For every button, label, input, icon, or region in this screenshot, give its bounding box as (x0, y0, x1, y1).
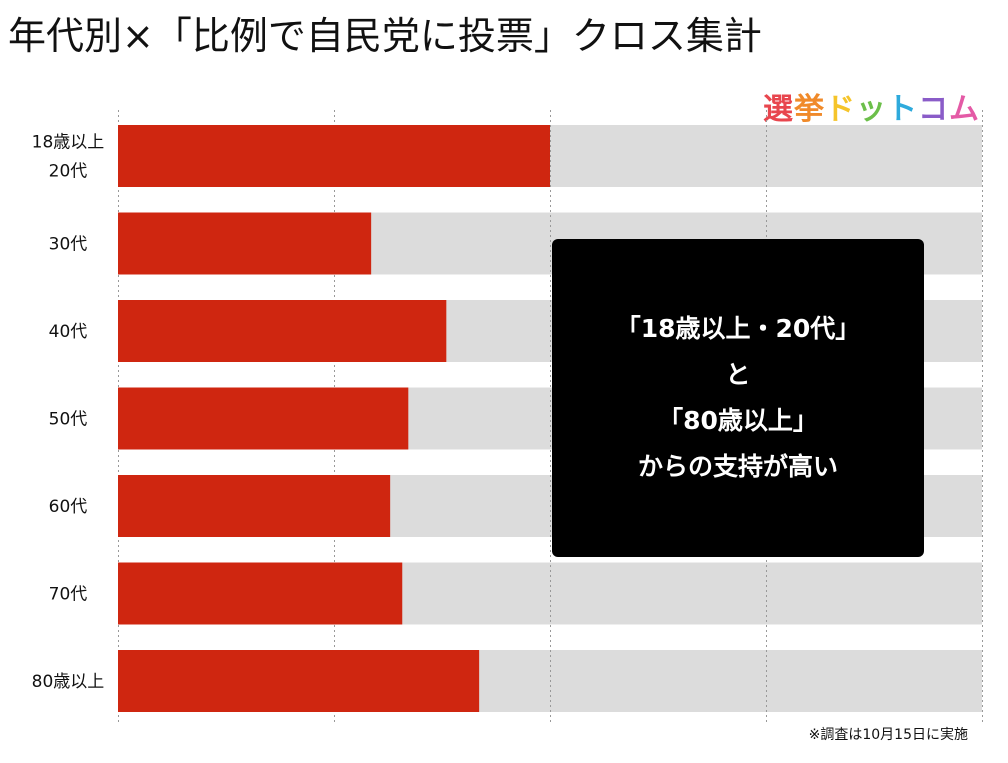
chart-title: 年代別×「比例で自民党に投票」クロス集計 (8, 14, 762, 58)
callout-box: 「18歳以上・20代」 と 「80歳以上」 からの支持が高い (552, 239, 924, 557)
logo-char: ム (949, 92, 980, 127)
category-label: 70代 (49, 585, 88, 605)
bar (118, 387, 409, 450)
logo-char: ド (825, 92, 856, 127)
logo-char: 挙 (794, 92, 825, 127)
bar (118, 650, 480, 712)
category-label: 30代 (49, 235, 88, 255)
category-label: 18歳以上 20代 (32, 133, 105, 182)
category-label: 60代 (49, 497, 88, 517)
bar (118, 562, 403, 625)
logo-char: ッ (856, 92, 887, 127)
site-logo: 選挙ドットコム (763, 84, 980, 128)
bar (118, 125, 550, 187)
footnote: ※調査は10月15日に実施 (808, 727, 968, 743)
bar (118, 300, 447, 362)
callout-line-2: と (725, 360, 751, 389)
bar (118, 475, 391, 537)
logo-char: 選 (763, 92, 794, 127)
bar (118, 212, 372, 275)
category-label: 40代 (49, 322, 88, 342)
callout-line-1: 「18歳以上・20代」 (615, 314, 861, 343)
category-label: 80歳以上 (32, 672, 105, 692)
callout-line-4: からの支持が高い (637, 452, 838, 481)
callout-line-3: 「80歳以上」 (658, 406, 818, 435)
logo-char: ト (887, 92, 918, 127)
logo-char: コ (918, 92, 949, 127)
category-label: 50代 (49, 410, 88, 430)
